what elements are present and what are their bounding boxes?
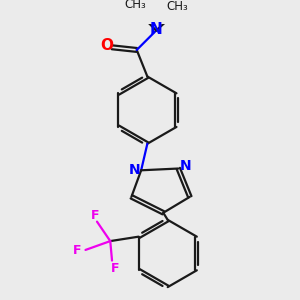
Text: O: O — [100, 38, 113, 53]
Text: F: F — [72, 244, 81, 257]
Text: CH₃: CH₃ — [167, 0, 188, 13]
Text: F: F — [91, 209, 100, 222]
Text: N: N — [150, 22, 163, 37]
Text: F: F — [111, 262, 120, 275]
Text: N: N — [180, 159, 191, 173]
Text: N: N — [128, 163, 140, 177]
Text: CH₃: CH₃ — [124, 0, 146, 11]
